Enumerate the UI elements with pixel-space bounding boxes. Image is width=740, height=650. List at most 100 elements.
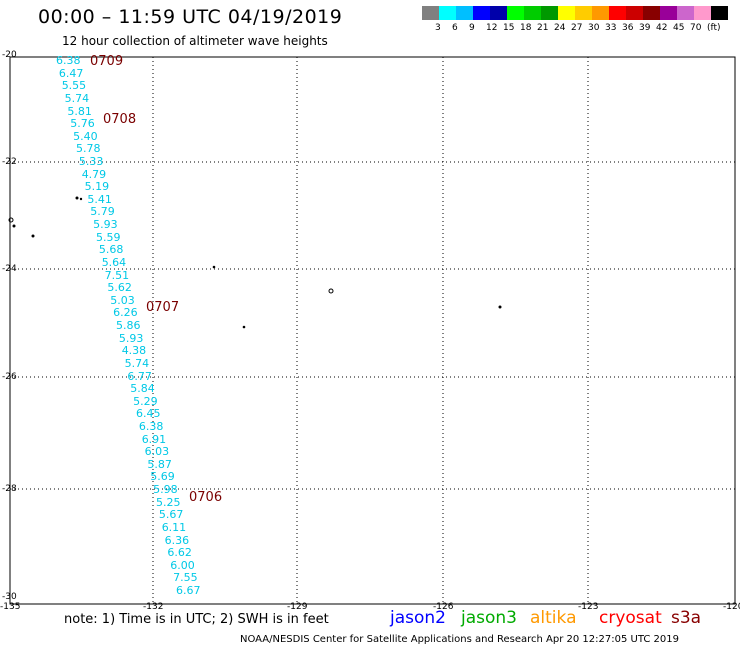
- wave-height-label: 6.77: [127, 369, 152, 383]
- legend-label: 18: [520, 23, 532, 33]
- wave-height-label: 5.98: [153, 483, 178, 496]
- wave-height-label: 6.91: [141, 432, 167, 446]
- wave-height-label: 6.26: [113, 306, 138, 320]
- wave-height-label: 5.29: [133, 394, 158, 408]
- wave-height-label: 5.93: [93, 218, 118, 231]
- wave-height-label: 5.76: [70, 117, 95, 131]
- lat-tick-label: -22: [2, 157, 17, 167]
- lat-tick-label: -26: [2, 372, 17, 382]
- map-frame: [9, 56, 736, 605]
- legend-swatch: [609, 6, 626, 20]
- wave-height-label: 5.25: [156, 495, 181, 509]
- wave-height-label: 6.11: [161, 520, 187, 534]
- wave-height-label: 6.00: [170, 558, 195, 572]
- wave-height-label: 5.79: [90, 205, 115, 219]
- wave-height-label: 5.68: [98, 243, 124, 257]
- wave-height-label: 5.64: [101, 255, 127, 269]
- wave-height-label: 5.87: [147, 457, 172, 471]
- legend-swatch: [541, 6, 558, 20]
- wave-height-label: 4.79: [81, 167, 107, 181]
- legend-label: 70: [690, 23, 702, 33]
- wave-height-label: 5.33: [78, 155, 104, 168]
- wave-height-label: 5.93: [118, 331, 144, 345]
- time-label: 0708: [103, 112, 137, 127]
- wave-height-label: 6.47: [58, 66, 84, 80]
- wave-height-label: 5.40: [73, 129, 98, 143]
- satellite-label-altika: altika: [530, 608, 577, 628]
- lon-tick-label: -132: [143, 602, 164, 612]
- legend-swatch: [524, 6, 541, 20]
- wave-height-label: 5.55: [61, 79, 87, 93]
- wave-height-label: 6.38: [138, 420, 164, 433]
- wave-height-label: 6.38: [56, 54, 81, 67]
- legend-swatch: [643, 6, 660, 20]
- legend-label: 45: [673, 23, 685, 33]
- satellite-label-jason2: jason2: [390, 608, 446, 628]
- lon-tick-label: -129: [287, 602, 308, 612]
- legend-label: 24: [554, 23, 566, 33]
- legend-label: 30: [588, 23, 600, 33]
- wave-height-label: 7.51: [104, 268, 130, 282]
- lat-tick-label: -28: [2, 484, 17, 494]
- legend-swatch: [660, 6, 677, 20]
- time-label: 0707: [146, 300, 180, 315]
- lon-tick-label: -120: [723, 602, 740, 612]
- wave-height-label: 6.45: [136, 407, 161, 421]
- island-marker: [79, 197, 83, 201]
- time-label: 0709: [90, 54, 124, 69]
- wave-height-label: 6.36: [164, 533, 190, 547]
- wave-height-label: 5.84: [130, 382, 155, 396]
- page-subtitle: 12 hour collection of altimeter wave hei…: [62, 34, 328, 48]
- legend-label: 42: [656, 23, 668, 33]
- legend-swatch: [507, 6, 524, 20]
- wave-height-label: 6.62: [167, 546, 192, 560]
- wave-height-label: 5.81: [67, 104, 92, 118]
- legend-swatch: [439, 6, 456, 20]
- legend-label: 6: [452, 23, 458, 33]
- island-marker: [242, 325, 246, 329]
- legend-swatch: [711, 6, 728, 20]
- legend-swatch: [677, 6, 694, 20]
- island-marker: [75, 196, 79, 200]
- legend-label: 39: [639, 23, 651, 33]
- lon-tick-label: -135: [0, 602, 21, 612]
- island-marker: [498, 305, 502, 309]
- wave-height-label: 5.74: [124, 356, 150, 370]
- satellite-label-cryosat: cryosat: [599, 608, 662, 628]
- satellite-label-jason3: jason3: [461, 608, 517, 628]
- page-title: 00:00 – 11:59 UTC 04/19/2019: [38, 6, 343, 28]
- wave-height-label: 5.62: [107, 281, 132, 295]
- wave-height-label: 5.69: [150, 470, 175, 484]
- legend-swatch: [473, 6, 490, 20]
- wave-height-label: 7.55: [173, 571, 198, 585]
- legend-swatch: [558, 6, 575, 20]
- island-marker: [8, 217, 14, 223]
- legend-swatch: [626, 6, 643, 20]
- island-marker: [31, 234, 35, 238]
- legend-swatch: [422, 6, 439, 20]
- wave-height-label: 5.78: [76, 142, 101, 156]
- credit-line: NOAA/NESDIS Center for Satellite Applica…: [240, 634, 679, 645]
- island-marker: [12, 224, 16, 228]
- legend-label: 15: [503, 23, 515, 33]
- lat-tick-label: -30: [2, 592, 17, 602]
- lat-tick-label: -20: [2, 50, 17, 60]
- wave-height-label: 5.41: [87, 192, 112, 206]
- footnote: note: 1) Time is in UTC; 2) SWH is in fe…: [64, 612, 329, 627]
- legend-label: 9: [469, 23, 475, 33]
- islands: [8, 196, 502, 329]
- wave-height-label: 5.74: [64, 91, 90, 105]
- island-marker: [212, 265, 216, 269]
- legend-swatch: [456, 6, 473, 20]
- legend-swatch: [592, 6, 609, 20]
- legend-label: 27: [571, 23, 583, 33]
- satellite-label-s3a: s3a: [671, 608, 702, 628]
- legend-swatch: [490, 6, 507, 20]
- lon-tick-label: -123: [578, 602, 599, 612]
- time-label: 0706: [189, 490, 223, 505]
- lat-tick-label: -24: [2, 264, 17, 274]
- legend-label: 21: [537, 23, 549, 33]
- legend-label: 3: [435, 23, 441, 33]
- legend-label: 36: [622, 23, 634, 33]
